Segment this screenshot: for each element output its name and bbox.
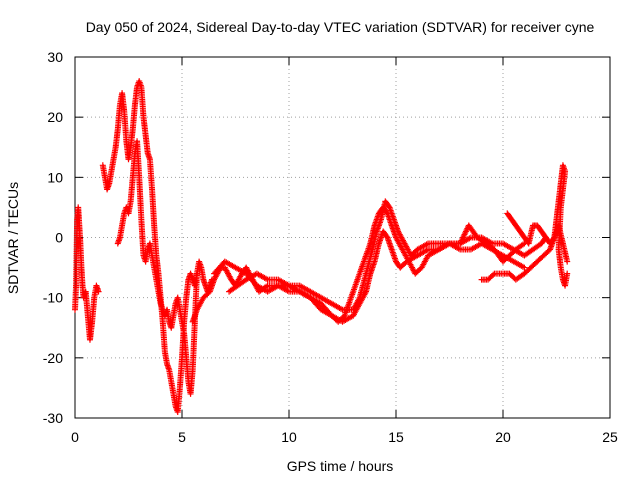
data-point bbox=[564, 270, 571, 277]
data-points bbox=[72, 78, 571, 415]
chart-title: Day 050 of 2024, Sidereal Day-to-day VTE… bbox=[86, 19, 595, 35]
x-axis-label: GPS time / hours bbox=[287, 458, 394, 474]
data-point bbox=[95, 288, 102, 295]
x-tick-label: 15 bbox=[388, 429, 404, 445]
y-tick-label: 30 bbox=[47, 49, 63, 65]
y-tick-label: 10 bbox=[47, 169, 63, 185]
data-point bbox=[385, 203, 392, 210]
y-tick-label: -30 bbox=[43, 410, 63, 426]
x-tick-label: 0 bbox=[71, 429, 79, 445]
x-tick-label: 20 bbox=[495, 429, 511, 445]
data-point bbox=[550, 235, 557, 242]
y-tick-label: 20 bbox=[47, 109, 63, 125]
axis-ticks: 0 5 10 15 20 25 -30 -20 -10 0 10 20 30 bbox=[43, 49, 618, 445]
data-point bbox=[383, 233, 390, 240]
data-point bbox=[564, 258, 571, 265]
y-axis-label: SDTVAR / TECUs bbox=[5, 182, 21, 294]
data-point bbox=[490, 271, 497, 278]
x-tick-label: 10 bbox=[281, 429, 297, 445]
y-tick-label: -20 bbox=[43, 350, 63, 366]
y-tick-label: -10 bbox=[43, 290, 63, 306]
y-tick-label: 0 bbox=[55, 230, 63, 246]
x-tick-label: 25 bbox=[602, 429, 618, 445]
data-point bbox=[521, 264, 528, 271]
x-tick-label: 5 bbox=[178, 429, 186, 445]
